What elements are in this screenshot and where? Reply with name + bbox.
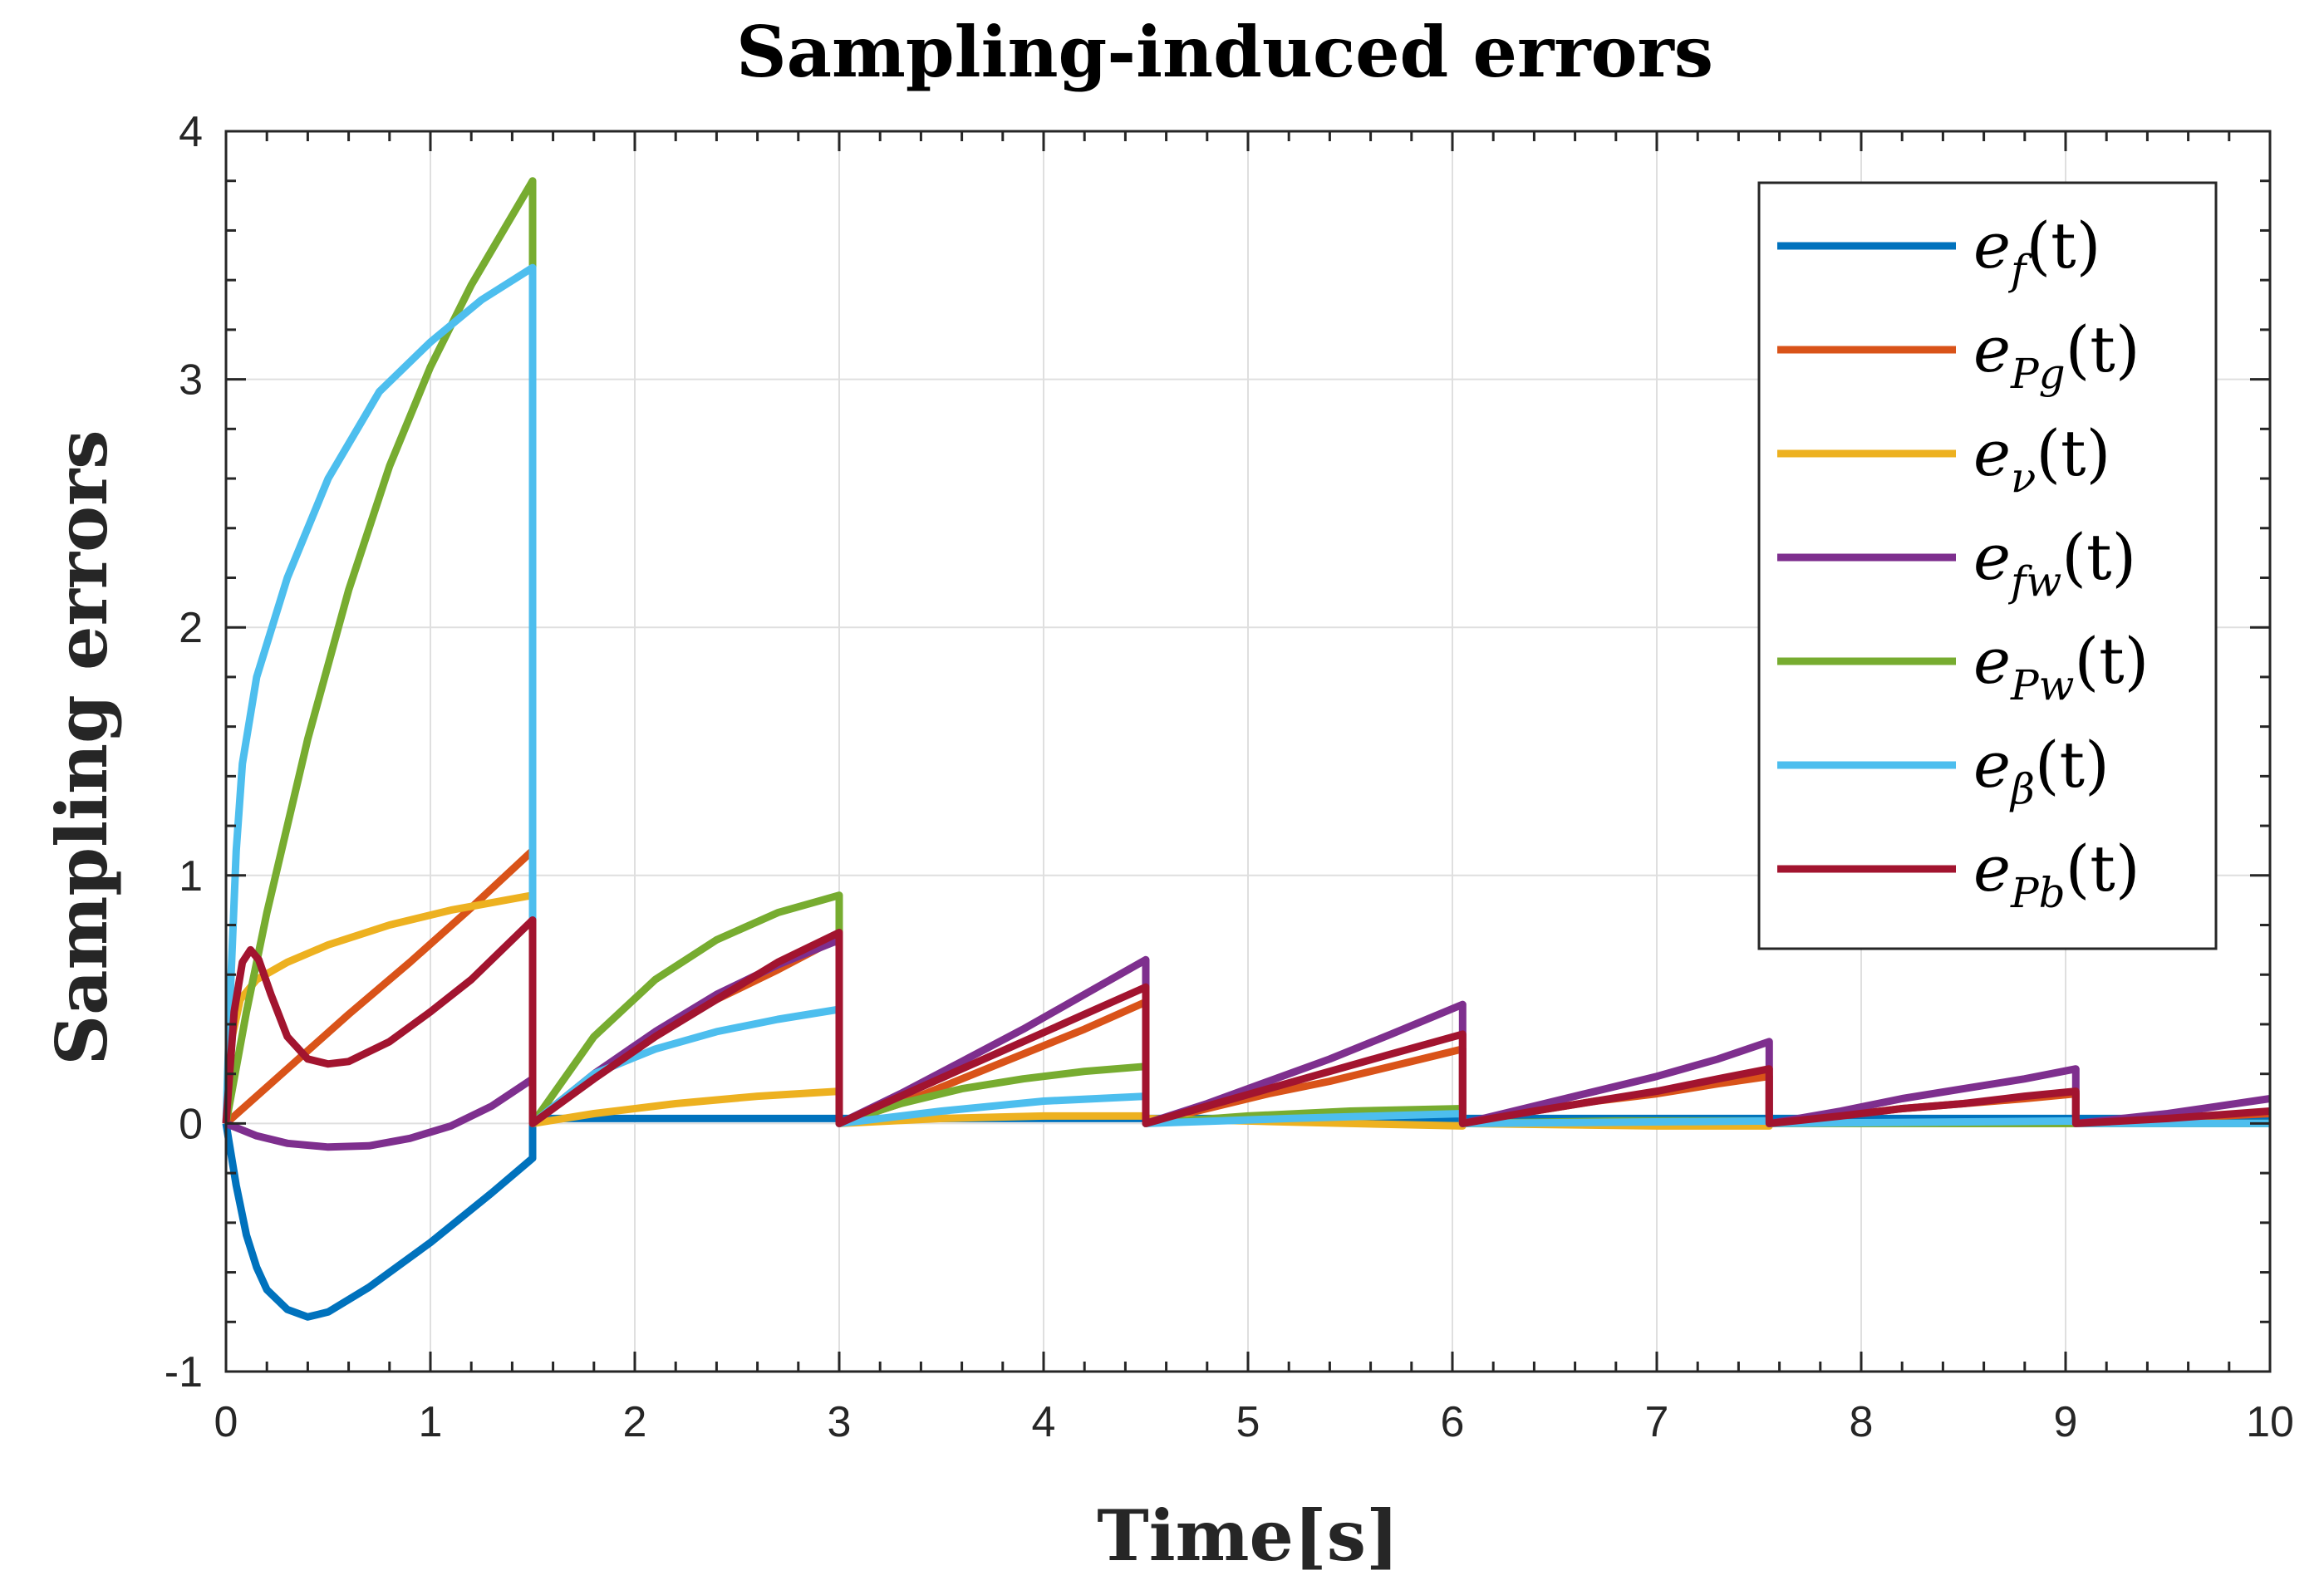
y-tick-label: 4 [179,108,203,156]
series-layer [222,177,2271,1321]
x-tick-label: 1 [419,1398,443,1446]
legend-label-β: eβ(t) [1973,728,2110,813]
legend-label-pw: ePw(t) [1973,624,2149,709]
legend-label-ν: eν(t) [1973,416,2110,502]
y-tick-label: 0 [179,1100,203,1148]
y-tick-label: -1 [165,1348,203,1396]
x-tick-label: 5 [1236,1398,1260,1446]
series-line-β [222,263,2270,1127]
x-tick-label: 2 [623,1398,647,1446]
x-tick-labels: 0 1 2 3 4 5 6 7 8 9 10 [214,1398,2294,1446]
legend-label-f: ef(t) [1973,209,2100,294]
x-tick-label: 10 [2246,1398,2294,1446]
legend-entries: ef(t) ePg(t) eν(t) efw(t) ePw(t) eβ(t) ePb(t) [1777,209,2149,917]
legend: ef(t) ePg(t) eν(t) efw(t) ePw(t) eβ(t) ePb(t) [1757,181,2218,950]
y-axis-label: Sampling errors [41,429,123,1065]
x-tick-label: 9 [2054,1398,2078,1446]
x-tick-label: 4 [1032,1398,1056,1446]
y-tick-labels: -1 0 1 2 3 4 [165,108,203,1396]
chart-title: Sampling-induced errors [736,11,1713,93]
x-tick-label: 3 [828,1398,852,1446]
legend-label-pb: ePb(t) [1973,832,2140,917]
legend-box [1757,181,2218,950]
legend-label-fw: efw(t) [1973,520,2136,606]
x-tick-label: 6 [1441,1398,1465,1446]
y-tick-label: 2 [179,604,203,652]
series-line-pb [222,916,2271,1127]
ticks [224,130,2272,1373]
y-tick-label: 3 [179,356,203,405]
x-tick-label: 8 [1850,1398,1874,1446]
x-axis-label: Time[s] [1097,1494,1399,1577]
legend-label-pg: ePg(t) [1973,312,2140,398]
y-tick-label: 1 [179,852,203,901]
x-tick-label: 0 [214,1398,238,1446]
x-tick-label: 7 [1645,1398,1669,1446]
